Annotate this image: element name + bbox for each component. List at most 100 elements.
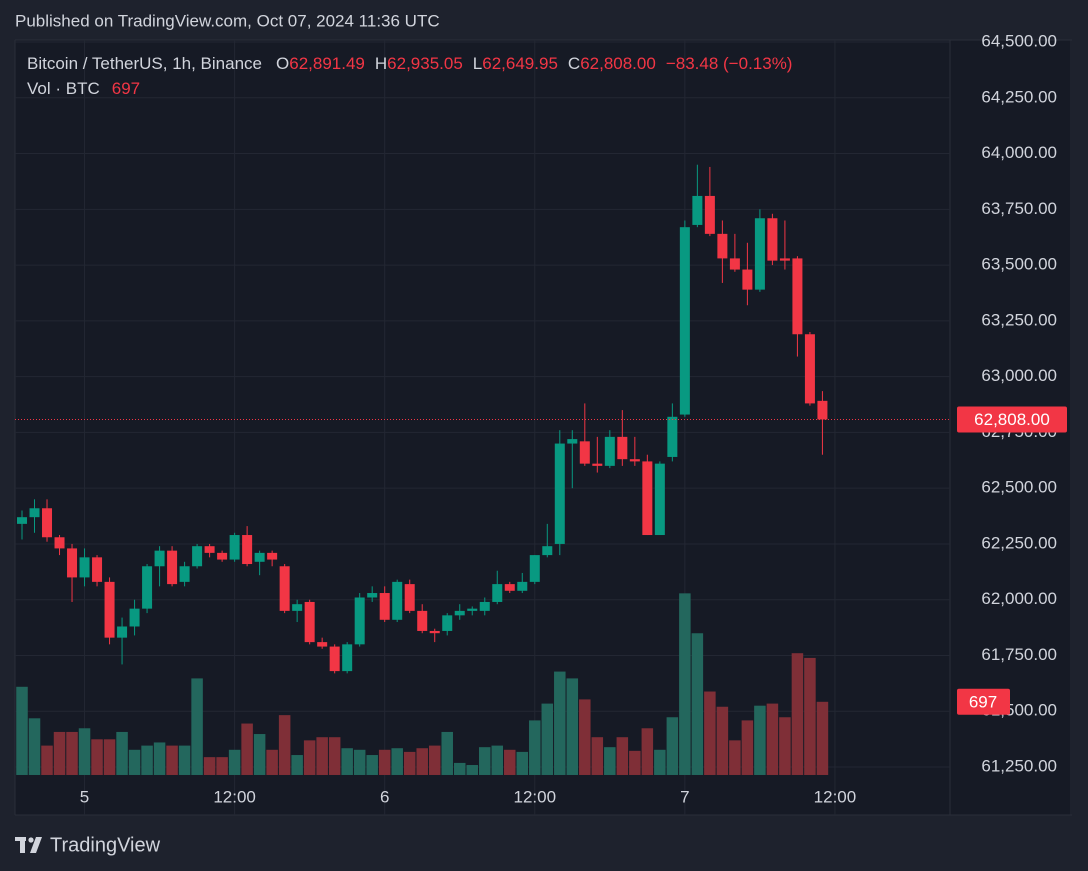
volume-bar: [28, 718, 41, 775]
y-tick-label: 63,750.00: [981, 199, 1057, 218]
y-tick-label: 63,500.00: [981, 255, 1057, 274]
legend-item: L: [473, 54, 482, 73]
candle-body: [167, 550, 178, 585]
candle-body: [192, 546, 203, 567]
candle-body: [229, 535, 240, 560]
candle-body: [567, 439, 578, 444]
y-tick-label: 64,500.00: [981, 31, 1057, 50]
volume-bar: [428, 745, 441, 775]
candle-body: [17, 517, 28, 524]
volume-bar: [391, 748, 403, 775]
volume-bar: [691, 633, 704, 775]
candle-body: [642, 461, 653, 536]
candle-body: [667, 416, 678, 457]
volume-bar: [228, 749, 241, 775]
candle-body: [79, 557, 90, 578]
volume-bar: [141, 745, 153, 775]
legend-item: 62,808.00: [580, 54, 656, 73]
volume-bar: [441, 731, 453, 775]
logo-part: [30, 837, 42, 853]
volume-legend: Vol · BTC 697: [27, 79, 140, 98]
candle-body: [304, 601, 315, 643]
volume-badge: [957, 688, 1010, 715]
volume-bar: [366, 755, 378, 775]
y-tick-label: 63,250.00: [981, 310, 1057, 329]
volume-bar: [478, 747, 491, 775]
candle-body: [329, 646, 340, 672]
volume-bar: [266, 749, 278, 775]
candle-body: [679, 227, 690, 415]
volume-bar: [303, 740, 316, 775]
x-tick-label: 12:00: [814, 787, 857, 806]
volume-bar: [616, 737, 629, 775]
candle-body: [417, 610, 428, 631]
volume-bar: [341, 748, 353, 775]
logo-part: [20, 837, 25, 853]
x-tick-label: 12:00: [213, 787, 256, 806]
candle-body: [754, 218, 765, 290]
volume-bar: [529, 720, 541, 775]
y-tick-label: 62,250.00: [981, 533, 1057, 552]
candle-body: [342, 644, 353, 672]
candle-body: [817, 400, 828, 420]
volume-bar: [729, 740, 741, 775]
legend-item: C: [568, 54, 580, 73]
candle-body: [179, 566, 190, 582]
legend-item: 62,935.05: [387, 54, 463, 73]
candle-body: [442, 615, 453, 631]
candle-body: [67, 548, 78, 578]
volume-bar: [378, 749, 391, 775]
volume-bar: [16, 686, 28, 775]
candle-body: [467, 608, 478, 611]
volume-bar: [791, 653, 804, 775]
volume-bar: [629, 750, 641, 775]
candle-body: [579, 441, 590, 464]
candle-body: [217, 552, 228, 560]
volume-label: 697: [969, 692, 997, 711]
y-tick-label: 62,500.00: [981, 478, 1057, 497]
candle-body: [717, 233, 728, 259]
candle-body: [517, 581, 528, 591]
legend-item: O: [276, 54, 289, 73]
candle-body: [242, 535, 253, 565]
legend-item: −83.48 (−0.13%): [666, 54, 793, 73]
candle-body: [292, 604, 303, 611]
candle-body: [429, 630, 440, 634]
candle-body: [42, 508, 53, 538]
candle-body: [479, 601, 490, 611]
candle-body: [367, 593, 378, 598]
x-tick-label: 12:00: [514, 787, 557, 806]
legend-item: 62,891.49: [289, 54, 365, 73]
volume-bar: [191, 678, 203, 775]
volume-bar: [604, 747, 616, 775]
candle-body: [267, 552, 278, 560]
volume-bar: [53, 731, 66, 775]
volume-bar: [166, 745, 178, 775]
y-tick-label: 64,250.00: [981, 87, 1057, 106]
candle-body: [792, 258, 803, 335]
logo-part: [28, 837, 34, 843]
volume-bar: [416, 748, 428, 775]
x-tick-label: 6: [380, 787, 389, 806]
candle-body: [492, 584, 503, 602]
candle-body: [317, 642, 328, 647]
candle-body: [742, 269, 753, 290]
candle-body: [392, 581, 403, 620]
candle-body: [142, 566, 153, 609]
candle-body: [542, 546, 553, 556]
volume-bar: [566, 678, 579, 775]
volume-bar: [466, 765, 478, 775]
candle-body: [454, 610, 465, 616]
volume-bar: [766, 703, 779, 775]
x-tick-label: 5: [80, 787, 89, 806]
candle-body: [692, 195, 703, 225]
y-tick-label: 61,250.00: [981, 757, 1057, 776]
volume-bar: [554, 671, 566, 775]
legend-item: H: [375, 54, 387, 73]
candle-body: [592, 463, 603, 466]
candle-body: [204, 546, 215, 553]
volume-bar: [403, 751, 416, 775]
volume-bar: [41, 745, 53, 775]
candle-body: [354, 597, 365, 645]
volume-bar: [78, 728, 91, 775]
